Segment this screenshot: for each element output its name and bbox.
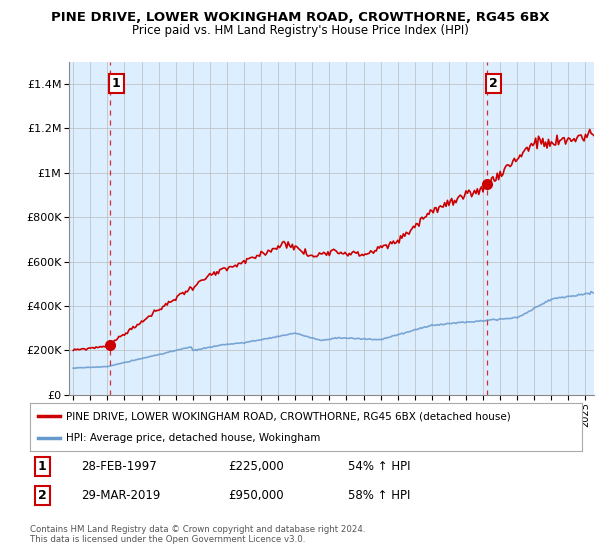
Text: 1: 1 [38, 460, 46, 473]
Text: PINE DRIVE, LOWER WOKINGHAM ROAD, CROWTHORNE, RG45 6BX (detached house): PINE DRIVE, LOWER WOKINGHAM ROAD, CROWTH… [66, 411, 511, 421]
Text: 2: 2 [38, 489, 46, 502]
Text: HPI: Average price, detached house, Wokingham: HPI: Average price, detached house, Woki… [66, 433, 320, 443]
Text: 1: 1 [112, 77, 121, 90]
Text: 58% ↑ HPI: 58% ↑ HPI [348, 489, 410, 502]
Text: PINE DRIVE, LOWER WOKINGHAM ROAD, CROWTHORNE, RG45 6BX: PINE DRIVE, LOWER WOKINGHAM ROAD, CROWTH… [51, 11, 549, 24]
Text: Contains HM Land Registry data © Crown copyright and database right 2024.
This d: Contains HM Land Registry data © Crown c… [30, 525, 365, 544]
Text: Price paid vs. HM Land Registry's House Price Index (HPI): Price paid vs. HM Land Registry's House … [131, 24, 469, 37]
Text: 29-MAR-2019: 29-MAR-2019 [81, 489, 160, 502]
Text: 54% ↑ HPI: 54% ↑ HPI [348, 460, 410, 473]
Text: 28-FEB-1997: 28-FEB-1997 [81, 460, 157, 473]
Text: £225,000: £225,000 [228, 460, 284, 473]
Text: £950,000: £950,000 [228, 489, 284, 502]
Text: 2: 2 [489, 77, 497, 90]
